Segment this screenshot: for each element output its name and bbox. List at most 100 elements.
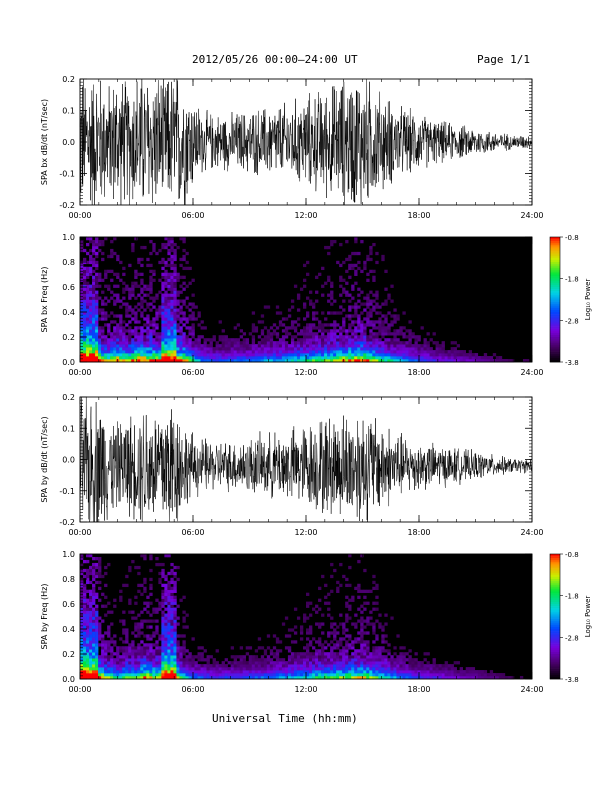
spectrogram-cell — [423, 338, 427, 342]
spectrogram-cell — [426, 664, 430, 668]
spectrogram-cell — [128, 293, 132, 297]
spectrogram-cell — [345, 652, 349, 656]
spectrogram-cell — [164, 592, 168, 596]
spectrogram-cell — [101, 356, 105, 360]
spectrogram-cell — [134, 628, 138, 632]
spectrogram-cell — [269, 664, 274, 668]
spectrogram-cell — [435, 676, 439, 680]
colorbar-swatch — [550, 595, 560, 599]
spectrogram-cell — [260, 344, 265, 348]
spectrogram-cell — [245, 338, 250, 342]
spectrogram-cell — [306, 601, 310, 605]
spectrogram-cell — [116, 655, 120, 659]
spectrogram-cell — [387, 353, 391, 357]
spectrogram-cell — [381, 637, 385, 641]
spectrogram-cell — [83, 559, 87, 564]
spectrogram-cell — [306, 332, 310, 336]
spectrogram-cell — [321, 646, 325, 650]
spectrogram-cell — [185, 251, 189, 256]
spectrogram-cell — [80, 643, 84, 647]
spectrogram-cell — [161, 293, 165, 297]
spectrogram-cell — [131, 356, 135, 360]
spectrogram-cell — [299, 628, 304, 632]
spectrogram-cell — [92, 595, 96, 599]
spectrogram-cell — [366, 359, 370, 363]
spectrogram-cell — [146, 302, 150, 306]
spectrogram-cell — [215, 676, 219, 680]
spectrogram-cell — [194, 359, 198, 363]
spectrogram-cell — [336, 356, 340, 360]
spectrogram-cell — [137, 359, 141, 363]
spectrogram-cell — [345, 655, 349, 659]
spectrogram-cell — [92, 332, 96, 336]
spectrogram-cell — [309, 338, 313, 342]
spectrogram-cell — [435, 667, 439, 671]
spectrogram-cell — [122, 344, 126, 348]
spectrogram-cell — [453, 353, 457, 357]
spectrogram-cell — [306, 314, 310, 318]
spectrogram-cell — [363, 664, 367, 668]
spectrogram-cell — [152, 649, 156, 653]
spectrogram-cell — [426, 661, 430, 665]
spectrogram-cell — [182, 652, 186, 656]
spectrogram-cell — [408, 332, 412, 336]
spectrogram-cell — [107, 356, 111, 360]
spectrogram-cell — [233, 667, 237, 671]
waveform-line — [79, 78, 533, 206]
spectrogram-cell — [113, 634, 117, 638]
spectrogram-cell — [173, 646, 177, 650]
spectrogram-cell — [89, 326, 93, 330]
spectrogram-cell — [230, 353, 234, 357]
colorbar-swatch — [550, 635, 560, 638]
spectrogram-cell — [176, 299, 180, 303]
spectrogram-cell — [170, 296, 174, 300]
spectrogram-cell — [330, 673, 334, 677]
spectrogram-cell — [83, 323, 87, 327]
spectrogram-cell — [158, 347, 162, 351]
spectrogram-cell — [345, 640, 349, 644]
spectrogram-cell — [287, 658, 292, 662]
spectrogram-cell — [372, 356, 376, 360]
spectrogram-cell — [179, 676, 183, 680]
spectrogram-cell — [80, 350, 84, 354]
spectrogram-cell — [140, 344, 144, 348]
spectrogram-cell — [306, 646, 310, 650]
spectrogram-cell — [393, 350, 397, 354]
spectrogram-cell — [414, 335, 418, 339]
spectrogram-cell — [167, 673, 171, 677]
spectrogram-cell — [86, 640, 90, 644]
spectrogram-cell — [309, 347, 313, 351]
spectrogram-cell — [86, 284, 90, 288]
spectrogram-cell — [98, 329, 102, 333]
spectrogram-cell — [89, 676, 93, 680]
spectrogram-cell — [315, 299, 319, 303]
spectrogram-cell — [363, 308, 367, 312]
spectrogram-cell — [345, 338, 349, 342]
spectrogram-cell — [354, 308, 358, 312]
spectrogram-cell — [179, 649, 183, 653]
spectrogram-cell — [113, 302, 117, 306]
spectrogram-cell — [80, 577, 84, 582]
spectrogram-cell — [83, 296, 87, 300]
spectrogram-cell — [80, 658, 84, 662]
colorbar-swatch — [550, 241, 560, 244]
spectrogram-cell — [89, 613, 93, 617]
spectrogram-cell — [263, 676, 268, 680]
spectrogram-cell — [104, 344, 108, 348]
spectrogram-cell — [266, 655, 271, 659]
spectrogram-cell — [200, 673, 204, 677]
spectrogram-cell — [290, 344, 295, 348]
spectrogram-cell — [104, 359, 108, 363]
spectrogram-cell — [134, 652, 138, 656]
spectrogram-cell — [318, 338, 322, 342]
spectrogram-cell — [396, 356, 400, 360]
spectrogram-cell — [272, 350, 277, 354]
spectrogram-cell — [290, 640, 295, 644]
spectrogram-cell — [221, 329, 225, 333]
spectrogram-cell — [251, 670, 256, 674]
spectrogram-cell — [209, 667, 213, 671]
spectrogram-cell — [408, 649, 412, 653]
colorbar-swatch — [550, 658, 560, 661]
spectrogram-cell — [372, 652, 376, 656]
panel-3-axes: 0.20.10.0-0.1-0.200:00 06:00 12:00 18:00 24:… — [40, 393, 544, 537]
